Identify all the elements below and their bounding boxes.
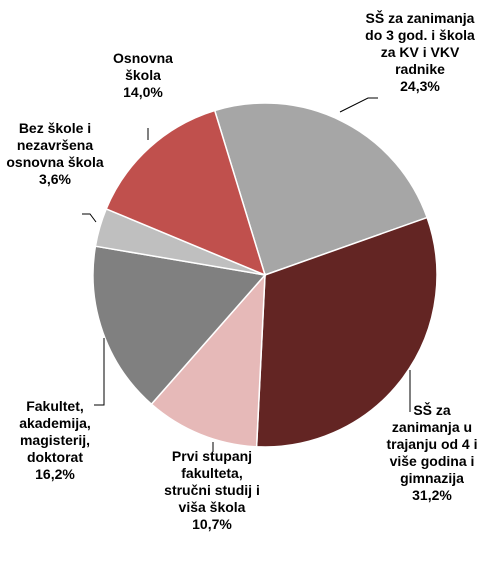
- value-label: 3,6%: [39, 171, 71, 187]
- category-label: Osnovna škola: [113, 50, 173, 83]
- leader-line: [94, 338, 105, 406]
- value-label: 16,2%: [35, 466, 75, 482]
- pie-slice: [105, 109, 267, 277]
- category-label: Bez škole i nezavršena osnovna škola: [6, 120, 104, 170]
- slice-label: Prvi stupanj fakulteta, stručni studij i…: [162, 448, 262, 533]
- leader-line: [339, 97, 378, 113]
- slice-label: SŠ za zanimanja do 3 god. i škola za KV …: [361, 10, 479, 95]
- pie-slice: [255, 216, 438, 448]
- category-label: Prvi stupanj fakulteta, stručni studij i…: [164, 448, 260, 515]
- leader-line: [82, 213, 97, 223]
- pie-slice: [213, 102, 429, 276]
- slice-label: Fakultet, akademija, magisterij, doktora…: [5, 398, 105, 483]
- value-label: 14,0%: [123, 84, 163, 100]
- pie-slice: [92, 245, 267, 406]
- category-label: Fakultet, akademija, magisterij, doktora…: [19, 398, 91, 465]
- pie-slice: [150, 272, 266, 448]
- category-label: SŠ za zanimanja do 3 god. i škola za KV …: [365, 10, 475, 77]
- leader-lines: [82, 97, 411, 452]
- value-label: 24,3%: [400, 78, 440, 94]
- category-label: SŠ za zanimanja u trajanju od 4 i više g…: [386, 402, 478, 486]
- slice-label: Osnovna škola 14,0%: [97, 50, 189, 101]
- value-label: 10,7%: [192, 516, 232, 532]
- slice-label: SŠ za zanimanja u trajanju od 4 i više g…: [386, 402, 478, 504]
- value-label: 31,2%: [412, 487, 452, 503]
- slice-label: Bez škole i nezavršena osnovna škola 3,6%: [0, 120, 111, 188]
